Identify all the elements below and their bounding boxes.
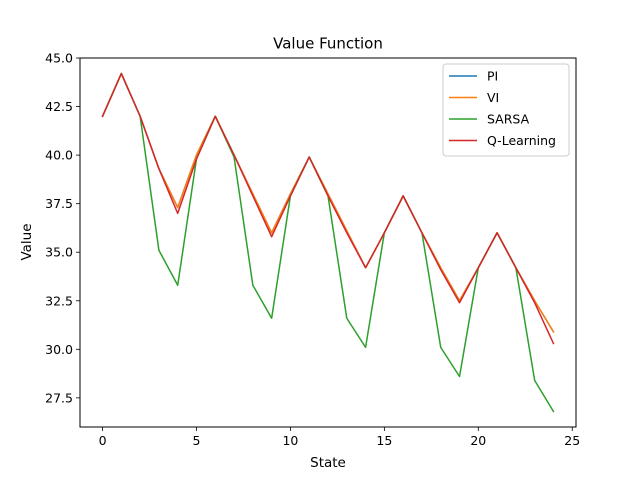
y-axis: 27.5 30.0 32.5 35.0 37.5 40.0 42.5 45.0 xyxy=(45,51,80,405)
y-tick-label: 30.0 xyxy=(45,342,73,357)
plot-frame xyxy=(79,57,577,428)
series-line-q-learning xyxy=(101,72,555,345)
chart-title: Value Function xyxy=(273,35,383,53)
x-axis: 0 5 10 15 20 25 xyxy=(99,427,580,448)
legend-box xyxy=(442,63,570,157)
y-axis-label: Value xyxy=(19,223,35,260)
y-tick-label: 32.5 xyxy=(45,293,73,308)
x-tick-label: 20 xyxy=(470,433,486,448)
y-tick-label: 42.5 xyxy=(45,99,73,114)
x-tick-label: 25 xyxy=(564,433,580,448)
legend-label: Q-Learning xyxy=(487,133,556,148)
legend-label: VI xyxy=(487,90,499,105)
x-tick-label: 15 xyxy=(376,433,392,448)
legend: PI VI SARSA Q-Learning xyxy=(442,63,570,157)
x-tick-label: 0 xyxy=(99,433,107,448)
y-tick-label: 27.5 xyxy=(45,390,73,405)
y-tick-label: 40.0 xyxy=(45,148,73,163)
plot-lines xyxy=(101,72,555,413)
legend-label: PI xyxy=(487,69,498,84)
y-tick-label: 35.0 xyxy=(45,245,73,260)
x-tick-label: 10 xyxy=(282,433,298,448)
x-tick-label: 5 xyxy=(193,433,201,448)
legend-label: SARSA xyxy=(487,112,530,127)
y-tick-label: 45.0 xyxy=(45,51,73,66)
x-axis-label: State xyxy=(310,455,346,471)
y-tick-label: 37.5 xyxy=(45,196,73,211)
